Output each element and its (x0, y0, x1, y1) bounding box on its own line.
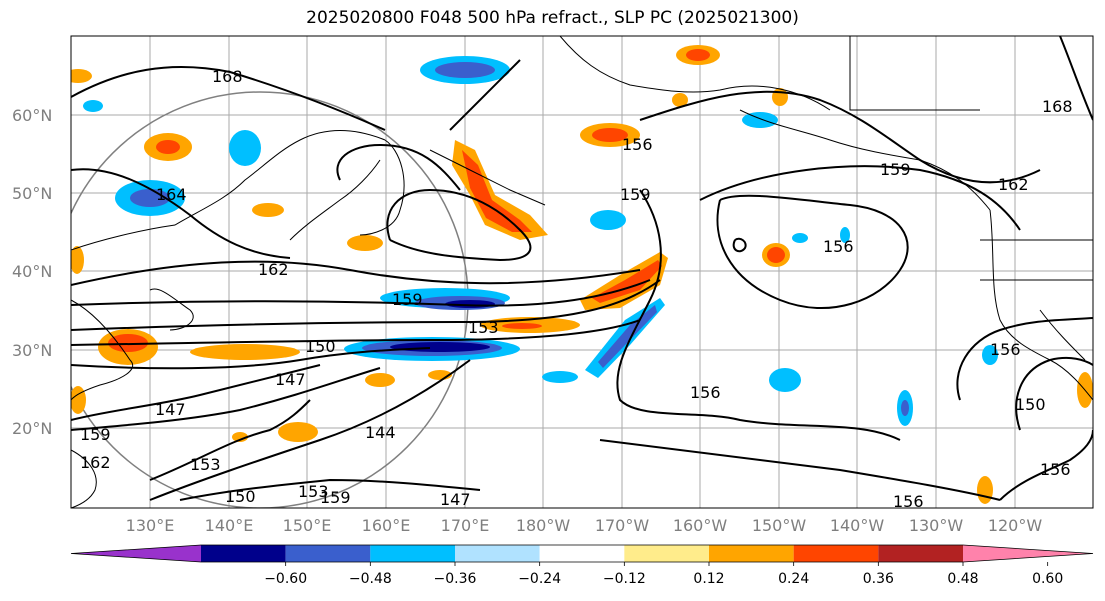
lon-label: 140°E (205, 516, 254, 535)
lon-label: 160°E (362, 516, 411, 535)
lon-label: 120°W (988, 516, 1043, 535)
map-border (70, 35, 1094, 509)
contour-label: 156 (1040, 460, 1071, 479)
contour-label: 162 (80, 453, 111, 472)
contour-label: 153 (190, 455, 221, 474)
contour-label: 159 (320, 488, 351, 507)
colorbar-extend-high (963, 545, 1093, 562)
colorbar-segment (624, 545, 709, 562)
contour-label: 144 (365, 423, 396, 442)
contour-label: 150 (225, 487, 256, 506)
lat-label: 40°N (12, 262, 52, 281)
colorbar-tick-label: −0.48 (349, 571, 392, 587)
colorbar-tick-label: 0.60 (1032, 571, 1063, 587)
colorbar-tick-label: 0.24 (778, 571, 809, 587)
lon-label: 130°E (126, 516, 175, 535)
colorbar-tick-label: −0.60 (264, 571, 307, 587)
lon-label: 180°W (516, 516, 571, 535)
colorbar-tick-label: 0.48 (947, 571, 978, 587)
contour-label: 159 (880, 160, 911, 179)
contour-label: 162 (998, 175, 1029, 194)
contour-label: 159 (80, 425, 111, 444)
lat-label: 60°N (12, 106, 52, 125)
contour-label: 147 (155, 400, 186, 419)
colorbar-segment (285, 545, 371, 562)
colorbar-segment (370, 545, 455, 562)
contour-label: 159 (620, 185, 651, 204)
slp-contours (71, 36, 1093, 501)
contour-label: 150 (1015, 395, 1046, 414)
colorbar-tick-label: −0.12 (603, 571, 646, 587)
contour-label: 168 (1042, 97, 1073, 116)
colorbar-segment (201, 545, 286, 562)
contour-label: 150 (305, 337, 336, 356)
lon-label: 150°E (283, 516, 332, 535)
graticule (71, 36, 1093, 508)
coastlines (71, 36, 1093, 508)
lon-label: 170°W (595, 516, 650, 535)
lon-label: 130°W (909, 516, 964, 535)
colorbar-tick-label: 0.36 (863, 571, 894, 587)
colorbar-tick-label: −0.24 (518, 571, 561, 587)
colorbar-segment (539, 545, 625, 562)
lat-label: 50°N (12, 184, 52, 203)
colorbar-segment (793, 545, 879, 562)
contour-label: 164 (156, 185, 187, 204)
contour-label: 156 (893, 492, 924, 511)
map-title: 2025020800 F048 500 hPa refract., SLP PC… (306, 8, 799, 28)
latitude-labels: 60°N 50°N 40°N 30°N 20°N (12, 106, 52, 438)
colorbar-tick-label: 0.12 (693, 571, 724, 587)
contour-label-group: 168 164 162 159 159 153 150 147 147 144 … (80, 67, 1073, 511)
contour-label: 168 (212, 67, 243, 86)
colorbar-segment (709, 545, 794, 562)
contour-label: 153 (468, 318, 499, 337)
contour-label: 162 (258, 260, 289, 279)
longitude-labels: 130°E 140°E 150°E 160°E 170°E 180°W 170°… (126, 516, 1043, 535)
map-frame-bg (71, 36, 1093, 508)
colorbar-tick-label: −0.36 (434, 571, 477, 587)
lat-label: 20°N (12, 419, 52, 438)
colorbar-outline (70, 544, 1094, 563)
contour-label: 156 (990, 340, 1021, 359)
contour-label: 156 (823, 237, 854, 256)
contour-label: 159 (392, 290, 423, 309)
contour-label: 147 (440, 490, 471, 509)
colorbar: −0.60 −0.48 −0.36 −0.24 −0.12 0.12 0.24 0.36 0.4… (70, 544, 1094, 587)
colorbar-segment (878, 545, 963, 562)
contour-label: 156 (622, 135, 653, 154)
colorbar-extend-low (71, 545, 201, 562)
colorbar-segment (455, 545, 540, 562)
contour-label: 153 (298, 482, 329, 501)
contour-label: 147 (275, 370, 306, 389)
lon-label: 160°W (673, 516, 728, 535)
lat-label: 30°N (12, 341, 52, 360)
lon-label: 170°E (441, 516, 490, 535)
contour-label: 156 (690, 383, 721, 402)
lon-label: 140°W (830, 516, 885, 535)
lon-label: 150°W (752, 516, 807, 535)
